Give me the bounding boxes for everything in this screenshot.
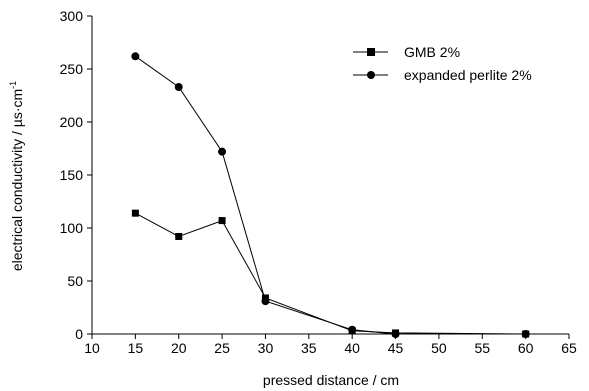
y-tick-label: 150	[60, 167, 84, 183]
y-axis-title-unit: µs·cm	[9, 89, 25, 127]
data-point-square	[219, 217, 226, 224]
y-axis-title-exponent: -1	[8, 81, 18, 89]
data-point-circle	[348, 326, 356, 334]
x-tick-label: 30	[258, 340, 274, 356]
y-tick-label: 100	[60, 220, 84, 236]
data-point-square	[175, 233, 182, 240]
x-tick-label: 15	[128, 340, 144, 356]
x-tick-label: 55	[474, 340, 490, 356]
y-axis: 0 50 100 150 200 250 300	[60, 8, 92, 342]
y-tick-label: 200	[60, 114, 84, 130]
x-axis: 10 15 20 25 30 35 40 45 50 55 60 65	[84, 334, 577, 356]
x-tick-label: 10	[84, 340, 100, 356]
data-point-circle	[261, 297, 269, 305]
y-tick-label: 300	[60, 8, 84, 24]
series-markers	[131, 52, 529, 338]
y-tick-label: 250	[60, 61, 84, 77]
series-line-1	[135, 56, 525, 334]
x-tick-label: 65	[561, 340, 577, 356]
x-tick-label: 35	[301, 340, 317, 356]
y-tick-label: 50	[67, 273, 83, 289]
x-tick-label: 60	[518, 340, 534, 356]
series-line-0	[135, 213, 525, 334]
data-point-square	[132, 210, 139, 217]
x-axis-title: pressed distance / cm	[263, 372, 399, 388]
data-point-circle	[131, 52, 139, 60]
legend-label-gmb: GMB 2%	[404, 44, 460, 60]
legend-marker-square	[367, 48, 375, 56]
y-axis-title: electrical conductivity / µs·cm-1	[8, 81, 25, 271]
data-point-circle	[392, 330, 400, 338]
x-tick-label: 40	[344, 340, 360, 356]
data-point-circle	[522, 330, 530, 338]
x-tick-label: 50	[431, 340, 447, 356]
legend-item-gmb: GMB 2%	[353, 44, 460, 60]
series-lines	[135, 56, 525, 334]
legend: GMB 2% expanded perlite 2%	[353, 44, 532, 83]
legend-item-perlite: expanded perlite 2%	[353, 67, 532, 83]
legend-marker-circle	[367, 71, 375, 79]
x-tick-label: 20	[171, 340, 187, 356]
data-point-circle	[218, 148, 226, 156]
x-tick-label: 25	[214, 340, 230, 356]
data-point-circle	[175, 83, 183, 91]
y-axis-title-main: electrical conductivity /	[9, 127, 25, 271]
y-tick-label: 0	[75, 326, 83, 342]
x-tick-label: 45	[388, 340, 404, 356]
legend-label-perlite: expanded perlite 2%	[404, 67, 532, 83]
